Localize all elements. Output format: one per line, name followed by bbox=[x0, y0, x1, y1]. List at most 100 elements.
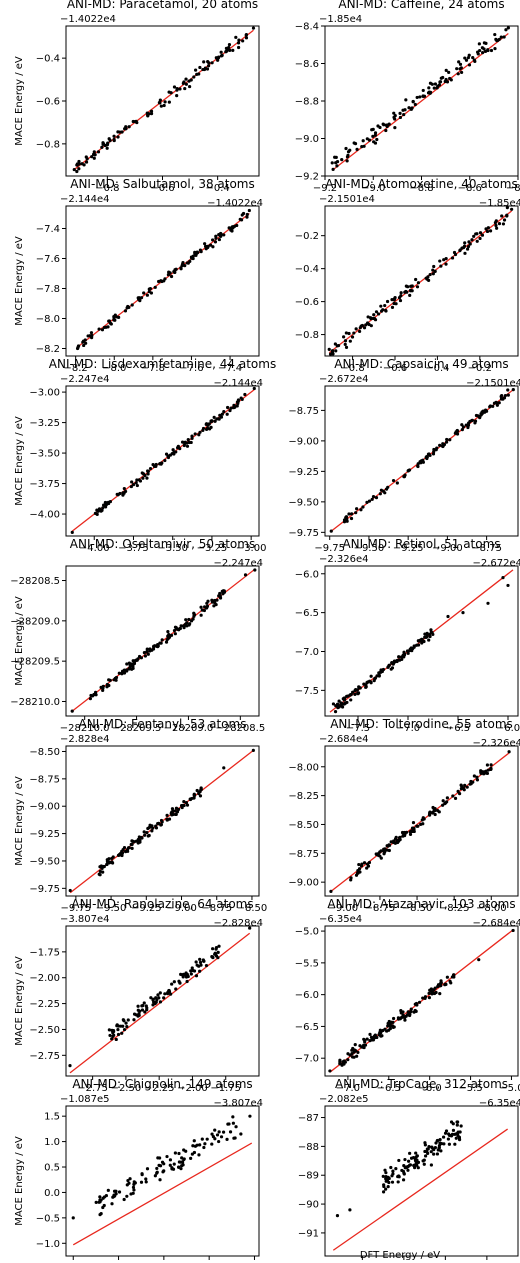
data-point bbox=[147, 833, 151, 838]
x-tick-label: −0.8 bbox=[95, 183, 119, 194]
data-point bbox=[348, 1208, 352, 1212]
data-point bbox=[380, 309, 384, 313]
data-point bbox=[165, 817, 169, 821]
data-point bbox=[421, 94, 425, 98]
data-point bbox=[139, 1180, 144, 1184]
data-point bbox=[125, 306, 129, 310]
data-point bbox=[383, 1168, 387, 1172]
data-point bbox=[216, 950, 220, 954]
data-point bbox=[187, 79, 191, 83]
panel-title: ANI-MD: Capsaicin, 49 atoms bbox=[334, 357, 508, 371]
data-point bbox=[356, 1050, 360, 1055]
data-point bbox=[134, 658, 139, 662]
data-point bbox=[436, 809, 440, 813]
x-tick-label: −8.0 bbox=[102, 363, 126, 374]
y-offset-label: −6.35e4 bbox=[319, 914, 362, 925]
data-point bbox=[403, 1018, 407, 1022]
data-point bbox=[150, 829, 154, 833]
y-tick-label: −8.50 bbox=[288, 820, 319, 831]
data-point bbox=[222, 233, 226, 237]
data-point bbox=[108, 138, 112, 143]
data-point bbox=[244, 32, 248, 37]
panel-7: ANI-MD: Oseltamivir, 50 atoms−28210.0 −28… bbox=[10, 537, 265, 734]
data-point bbox=[202, 1145, 206, 1150]
data-point bbox=[77, 159, 81, 164]
x-tick-label: −6.0 bbox=[418, 1083, 442, 1094]
data-point bbox=[418, 95, 422, 99]
x-tick-label: −9.75 bbox=[61, 903, 92, 914]
data-point bbox=[475, 778, 480, 782]
data-point bbox=[433, 812, 437, 817]
data-point bbox=[376, 124, 380, 128]
data-point bbox=[473, 419, 478, 423]
data-point bbox=[432, 264, 436, 269]
data-point bbox=[408, 289, 413, 293]
data-point bbox=[116, 130, 120, 134]
data-point bbox=[499, 35, 503, 39]
data-point bbox=[345, 694, 349, 698]
data-point bbox=[135, 478, 139, 482]
x-tick-label: −7.0 bbox=[336, 1083, 360, 1094]
data-point bbox=[213, 1128, 217, 1132]
data-point bbox=[432, 1152, 436, 1156]
y-tick-label: 1.0 bbox=[44, 1137, 60, 1148]
data-point bbox=[82, 343, 86, 348]
data-point bbox=[112, 1029, 116, 1034]
data-point bbox=[194, 974, 199, 978]
data-point bbox=[480, 233, 485, 237]
data-point bbox=[219, 1135, 224, 1139]
data-point bbox=[358, 329, 362, 334]
data-point bbox=[443, 802, 447, 806]
data-point bbox=[88, 697, 93, 701]
x-tick-label: −9.0 bbox=[361, 183, 385, 194]
data-point bbox=[217, 1139, 221, 1144]
data-point bbox=[506, 20, 509, 23]
data-point bbox=[478, 236, 482, 241]
data-point bbox=[439, 1142, 444, 1146]
data-point bbox=[207, 422, 211, 426]
data-point bbox=[142, 651, 146, 655]
data-point bbox=[373, 676, 378, 680]
y-tick-label: −9.50 bbox=[288, 497, 319, 508]
data-point bbox=[177, 1151, 181, 1156]
data-point bbox=[413, 1157, 417, 1161]
data-point bbox=[445, 796, 449, 800]
data-point bbox=[472, 774, 476, 778]
data-point bbox=[169, 274, 174, 279]
data-point bbox=[345, 519, 349, 523]
y-offset-label: −2.082e5 bbox=[319, 1094, 369, 1105]
data-point bbox=[410, 284, 414, 288]
data-point bbox=[353, 692, 357, 696]
fit-line bbox=[332, 1128, 508, 1251]
panel-title: ANI-MD: Atazanavir, 103 atoms bbox=[327, 897, 515, 911]
data-point bbox=[421, 458, 425, 462]
data-point bbox=[409, 646, 413, 650]
data-point bbox=[344, 515, 348, 520]
data-point bbox=[241, 39, 245, 43]
data-point bbox=[437, 83, 442, 87]
data-point bbox=[422, 639, 426, 644]
data-point bbox=[217, 232, 221, 237]
data-point bbox=[391, 1016, 396, 1021]
data-point bbox=[410, 649, 414, 653]
x-tick-label: −8.6 bbox=[458, 183, 482, 194]
data-point bbox=[100, 328, 105, 332]
panel-title: ANI-MD: Ranolazine, 64 atoms bbox=[71, 897, 253, 911]
data-point bbox=[123, 309, 128, 313]
data-point bbox=[245, 215, 249, 219]
data-point bbox=[184, 77, 188, 81]
x-tick-label: −2.75 bbox=[77, 1083, 108, 1094]
data-point bbox=[149, 112, 154, 116]
data-point bbox=[126, 846, 131, 850]
data-point bbox=[365, 862, 370, 866]
data-point bbox=[222, 766, 226, 770]
data-point bbox=[354, 688, 358, 692]
data-point bbox=[148, 466, 153, 471]
data-point bbox=[151, 826, 155, 830]
y-offset-label: −1.087e5 bbox=[60, 1094, 110, 1105]
data-point bbox=[173, 809, 177, 813]
data-point bbox=[376, 312, 381, 316]
data-point bbox=[458, 62, 463, 66]
data-point bbox=[388, 1022, 392, 1026]
x-offset-label: −2.672e4 bbox=[472, 558, 520, 569]
